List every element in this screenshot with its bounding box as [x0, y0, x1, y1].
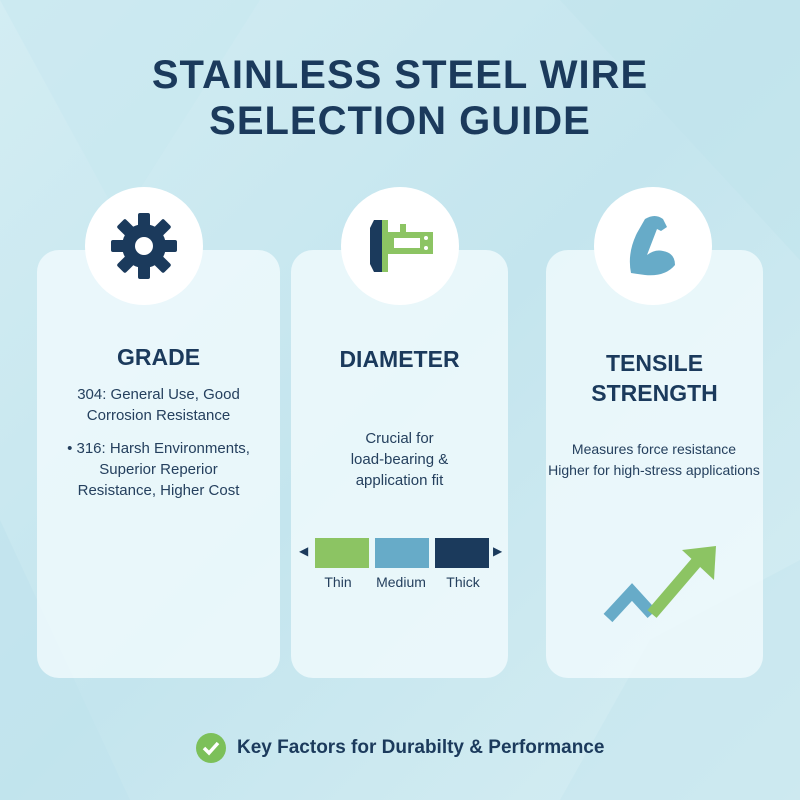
footer: Key Factors for Durabilty & Performance [195, 732, 604, 764]
grade-card: GRADE 304: General Use, Good Corrosion R… [37, 250, 280, 678]
diameter-text: load-bearing & [350, 451, 449, 468]
diameter-text: application fit [355, 472, 444, 489]
tensile-title: TENSILE STRENGTH [546, 348, 763, 408]
grade-text: Resistance, Higher Cost [77, 482, 240, 499]
caliper-icon-circle [341, 187, 459, 305]
page-title: STAINLESS STEEL WIRE SELECTION GUIDE [0, 52, 800, 144]
tensile-title-line: TENSILE [605, 350, 704, 376]
diameter-card: DIAMETER Crucial for load-bearing & appl… [291, 250, 508, 678]
check-circle-icon [196, 733, 226, 763]
grade-title: GRADE [116, 344, 201, 370]
diameter-title: DIAMETER [339, 346, 460, 372]
thin-swatch [315, 538, 369, 568]
thick-label: Thick [446, 574, 480, 590]
flexed-arm-icon [629, 216, 675, 276]
medium-label: Medium [376, 574, 426, 590]
title-line-2: SELECTION GUIDE [209, 99, 591, 143]
tensile-text: Higher for high-stress applications [548, 462, 760, 478]
gear-icon [111, 213, 177, 279]
grade-text: 304: General Use, Good [77, 386, 240, 403]
arm-icon-circle [594, 187, 712, 305]
grade-text: Corrosion Resistance [86, 407, 231, 424]
thin-label: Thin [324, 574, 352, 590]
footer-text: Key Factors for Durabilty & Performance [237, 737, 605, 758]
grade-text: • 316: Harsh Environments, [67, 440, 250, 457]
caliper-icon [370, 220, 433, 272]
arrow-right-icon: ▶ [493, 544, 503, 558]
thick-swatch [435, 538, 489, 568]
tensile-text: Measures force resistance [571, 441, 737, 457]
medium-swatch [375, 538, 429, 568]
title-line-1: STAINLESS STEEL WIRE [151, 53, 649, 97]
diameter-text: Crucial for [365, 430, 434, 447]
tensile-title-line: STRENGTH [591, 380, 718, 406]
grade-text: Superior Reperior [99, 461, 218, 478]
trend-up-arrow-icon [603, 546, 716, 623]
gear-icon-circle [85, 187, 203, 305]
arrow-left-icon: ◀ [299, 544, 309, 558]
